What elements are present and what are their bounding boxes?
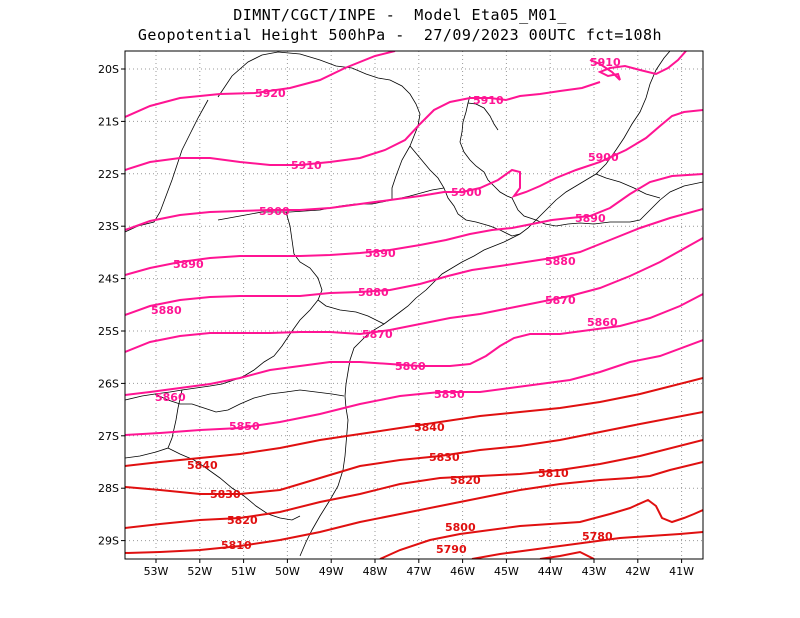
contour-5840 <box>125 377 703 467</box>
contour-5910-north <box>589 51 687 81</box>
contour-5820 <box>125 439 703 529</box>
contour-label-5810: 5810 <box>221 539 252 552</box>
lat-tick-label: 29S <box>98 535 119 548</box>
contour-label-5880: 5880 <box>545 255 576 268</box>
contour-5880 <box>125 208 703 316</box>
coastline <box>299 219 537 557</box>
lon-tick-label: 48W <box>363 565 388 578</box>
axis-ticks: 20S 21S 22S 23S 24S 25S 26S 27S 28S 29S 53W 52W 51W 5… <box>98 63 694 578</box>
contour-5790 <box>471 531 703 559</box>
lon-tick-label: 44W <box>538 565 563 578</box>
chart-title-line1: DIMNT/CGCT/INPE - Model Eta05_M01_ <box>233 6 567 24</box>
contour-label-5900: 5900 <box>588 151 619 164</box>
contour-label-5840: 5840 <box>414 421 445 434</box>
contour-label-5830: 5830 <box>429 451 460 464</box>
lon-tick-label: 51W <box>231 565 256 578</box>
lon-tick-label: 50W <box>275 565 300 578</box>
lat-tick-label: 22S <box>98 168 119 181</box>
contour-5830 <box>125 411 703 495</box>
lat-tick-label: 26S <box>98 377 119 390</box>
chart-title-line2: Geopotential Height 500hPa - 27/09/2023 … <box>137 26 663 44</box>
contour-label-5870: 5870 <box>545 294 576 307</box>
lat-tick-label: 24S <box>98 273 119 286</box>
contour-5910-south <box>125 81 601 171</box>
contour-label-5820: 5820 <box>227 514 258 527</box>
contour-label-5880: 5880 <box>151 304 182 317</box>
state-border <box>125 389 183 459</box>
lon-tick-label: 49W <box>319 565 344 578</box>
contour-label-5820: 5820 <box>450 474 481 487</box>
lat-tick-label: 23S <box>98 220 119 233</box>
coastlines-borders <box>125 51 703 557</box>
contour-5860 <box>125 293 703 396</box>
contour-lines <box>125 51 703 559</box>
lon-tick-label: 47W <box>406 565 431 578</box>
contour-label-5900: 5900 <box>451 186 482 199</box>
contour-label-5800: 5800 <box>445 521 476 534</box>
contour-label-5850: 5850 <box>229 420 260 433</box>
contour-label-5780: 5780 <box>582 530 613 543</box>
contour-5900 <box>125 109 703 231</box>
state-border <box>535 51 671 221</box>
contour-labels: 5920 5910 5910 5910 5900 5900 5900 5890 … <box>151 56 621 556</box>
contour-label-5900: 5900 <box>259 205 290 218</box>
coastline <box>639 181 703 221</box>
contour-label-5910: 5910 <box>590 56 621 69</box>
coastline <box>467 102 499 131</box>
contour-label-5790: 5790 <box>436 543 467 556</box>
graticule <box>125 51 703 559</box>
contour-5870 <box>125 237 703 353</box>
state-border <box>595 173 661 199</box>
lon-tick-label: 45W <box>494 565 519 578</box>
lon-tick-label: 41W <box>669 565 694 578</box>
map-frame <box>124 50 704 560</box>
contour-label-5830: 5830 <box>210 488 241 501</box>
state-border <box>154 389 345 413</box>
lat-tick-label: 21S <box>98 115 119 128</box>
contour-5890 <box>125 173 703 276</box>
lon-tick-label: 53W <box>144 565 169 578</box>
coastline <box>459 95 641 227</box>
contour-label-5870: 5870 <box>362 328 393 341</box>
lon-tick-label: 46W <box>450 565 475 578</box>
contour-label-5860: 5860 <box>587 316 618 329</box>
lon-tick-label: 42W <box>625 565 650 578</box>
contour-label-5910: 5910 <box>473 94 504 107</box>
state-border <box>391 145 411 200</box>
contour-label-5840: 5840 <box>187 459 218 472</box>
contour-label-5910: 5910 <box>291 159 322 172</box>
contour-label-5890: 5890 <box>575 212 606 225</box>
lat-tick-label: 25S <box>98 325 119 338</box>
state-border <box>125 99 209 233</box>
contour-label-5890: 5890 <box>365 247 396 260</box>
lon-tick-label: 52W <box>187 565 212 578</box>
contour-5850 <box>125 339 703 436</box>
lat-tick-label: 27S <box>98 430 119 443</box>
state-border <box>217 51 421 147</box>
state-border <box>285 211 385 325</box>
contour-label-5890: 5890 <box>173 258 204 271</box>
contour-label-5880: 5880 <box>358 286 389 299</box>
lat-tick-label: 28S <box>98 482 119 495</box>
lat-tick-label: 20S <box>98 63 119 76</box>
contour-5800 <box>379 498 703 559</box>
lon-tick-label: 43W <box>582 565 607 578</box>
contour-label-5920: 5920 <box>255 87 286 100</box>
contour-label-5810: 5810 <box>538 467 569 480</box>
contour-label-5860: 5860 <box>395 360 426 373</box>
contour-label-5860: 5860 <box>155 391 186 404</box>
contour-label-5850: 5850 <box>434 388 465 401</box>
contour-5810 <box>125 461 703 554</box>
contour-5920 <box>125 51 396 118</box>
contour-5780 <box>539 550 595 559</box>
